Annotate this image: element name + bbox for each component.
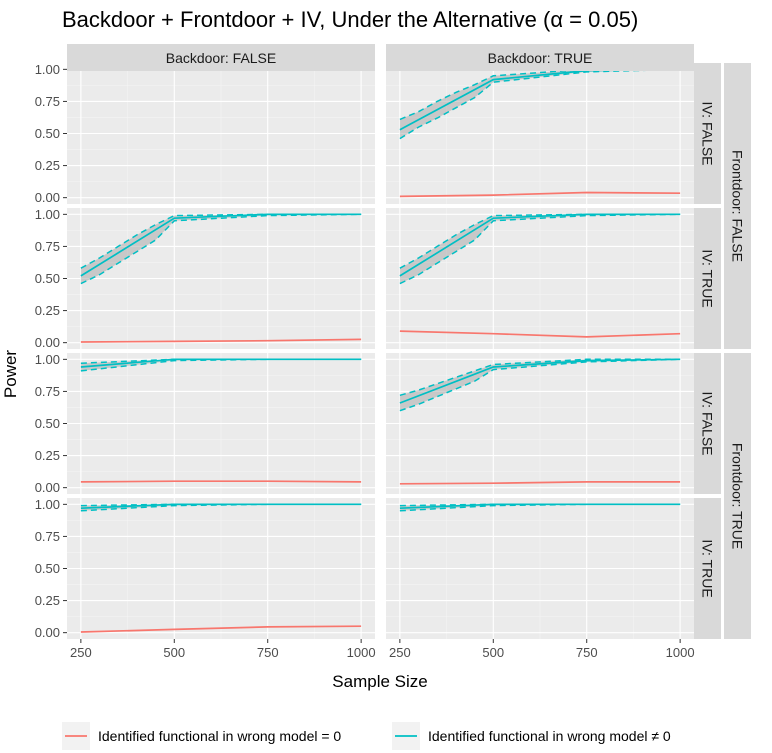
teal-lower-bound-line — [399, 68, 681, 140]
y-tick-label: 1.00 — [35, 352, 60, 367]
red-series-line — [399, 191, 681, 198]
y-tick-label: 0.25 — [35, 158, 60, 173]
y-tick-label: 1.00 — [35, 62, 60, 77]
x-tick-label: 500 — [482, 645, 504, 660]
axes: 0.00 0.25 0.50 0.75 1.00 0.00 0.25 0.50 0.75 1.00… — [35, 62, 695, 660]
y-tick-label: 0.25 — [35, 303, 60, 318]
panels — [67, 63, 694, 639]
y-tick-label: 1.00 — [35, 207, 60, 222]
column-strip-label: Backdoor: FALSE — [166, 50, 277, 66]
x-tick-label: 1000 — [347, 645, 376, 660]
y-tick-label: 0.00 — [35, 190, 60, 205]
teal-series-line — [80, 503, 362, 510]
y-tick-label: 0.25 — [35, 593, 60, 608]
confidence-ribbon — [80, 359, 362, 371]
teal-lower-bound-line — [80, 213, 362, 285]
row-strip-background — [694, 498, 721, 639]
y-tick-label: 1.00 — [35, 497, 60, 512]
legend: Identified functional in wrong model = 0… — [62, 722, 671, 750]
column-strip-label: Backdoor: TRUE — [488, 50, 593, 66]
row-strip-label: IV: FALSE — [700, 101, 716, 165]
outer-row-strip-label: Frontdoor: TRUE — [730, 443, 746, 549]
outer-row-strip-background — [724, 63, 751, 349]
confidence-ribbon — [399, 214, 681, 284]
confidence-ribbon — [399, 359, 681, 411]
teal-series-line — [399, 358, 681, 404]
x-tick-label: 750 — [257, 645, 279, 660]
y-axis-title: Power — [1, 350, 20, 399]
teal-upper-bound-line — [399, 358, 681, 397]
y-tick-label: 0.00 — [35, 625, 60, 640]
panel-r3-c0 — [67, 498, 375, 639]
y-tick-label: 0.25 — [35, 448, 60, 463]
y-tick-label: 0.75 — [35, 384, 60, 399]
y-tick-label: 0.75 — [35, 529, 60, 544]
teal-lower-bound-line — [399, 213, 681, 285]
row-strip-label: IV: TRUE — [700, 249, 716, 307]
x-axis-title: Sample Size — [332, 672, 427, 691]
legend-label: Identified functional in wrong model ≠ 0 — [428, 728, 671, 744]
row-strip-background — [694, 208, 721, 349]
confidence-ribbon — [80, 214, 362, 284]
y-tick-label: 0.00 — [35, 480, 60, 495]
y-tick-label: 0.00 — [35, 335, 60, 350]
teal-series-line — [80, 358, 362, 368]
y-tick-label: 0.50 — [35, 561, 60, 576]
x-tick-label: 750 — [576, 645, 598, 660]
column-strip-background — [386, 44, 694, 71]
column-strip-background — [67, 44, 375, 71]
panel-r1-c1 — [386, 208, 694, 349]
chart-title: Backdoor + Frontdoor + IV, Under the Alt… — [62, 7, 638, 32]
red-series-line — [80, 480, 362, 483]
facet-strips: Backdoor: FALSE Backdoor: TRUE IV: FALSE IV… — [67, 44, 751, 639]
teal-series-line — [399, 503, 681, 510]
y-tick-label: 0.50 — [35, 126, 60, 141]
y-tick-label: 0.50 — [35, 416, 60, 431]
red-series-line — [80, 625, 362, 633]
teal-lower-bound-line — [399, 358, 681, 412]
confidence-ribbon — [399, 69, 681, 139]
y-tick-label: 0.75 — [35, 239, 60, 254]
row-strip-label: IV: TRUE — [700, 539, 716, 597]
panel-r3-c1 — [386, 498, 694, 639]
x-tick-label: 250 — [70, 645, 92, 660]
legend-label: Identified functional in wrong model = 0 — [98, 728, 341, 744]
outer-row-strip-label: Frontdoor: FALSE — [730, 150, 746, 262]
teal-series-line — [399, 213, 681, 277]
red-series-line — [80, 338, 362, 343]
panel-r1-c0 — [67, 208, 375, 349]
panel-r2-c0 — [67, 353, 375, 494]
teal-series-line — [80, 213, 362, 277]
x-tick-label: 1000 — [666, 645, 695, 660]
y-tick-label: 0.75 — [35, 94, 60, 109]
x-tick-label: 250 — [389, 645, 411, 660]
red-series-line — [399, 481, 681, 485]
row-strip-label: IV: FALSE — [700, 391, 716, 455]
x-tick-label: 500 — [163, 645, 185, 660]
row-strip-background — [694, 63, 721, 204]
panel-r0-c1 — [386, 63, 694, 204]
panel-r2-c1 — [386, 353, 694, 494]
y-tick-label: 0.50 — [35, 271, 60, 286]
outer-row-strip-background — [724, 353, 751, 639]
panel-r0-c0 — [67, 63, 375, 204]
red-series-line — [399, 330, 681, 338]
row-strip-background — [694, 353, 721, 494]
